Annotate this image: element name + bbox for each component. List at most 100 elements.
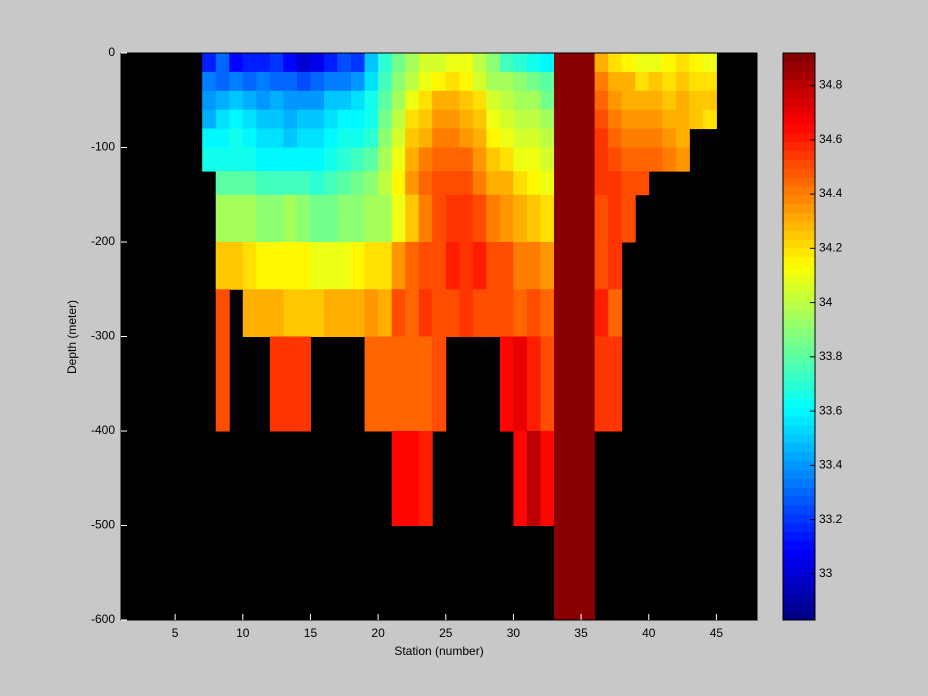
heatmap-cell [405, 431, 420, 526]
heatmap-cell [608, 147, 623, 172]
heatmap-cell [418, 128, 433, 148]
heatmap-cell [540, 109, 555, 130]
heatmap-cell [472, 90, 487, 111]
colorbar-band [783, 478, 815, 488]
heatmap-cell [323, 147, 339, 172]
colorbar-tick-label: 34.2 [819, 241, 843, 255]
heatmap-cell [229, 242, 244, 290]
heatmap-cell [635, 147, 650, 172]
heatmap-cell [675, 128, 690, 148]
heatmap-cell [323, 289, 339, 337]
heatmap-cell [418, 289, 433, 337]
heatmap-cell [351, 71, 366, 92]
colorbar-band [783, 460, 815, 470]
heatmap-cell [215, 147, 230, 172]
y-tick-label: -600 [91, 612, 115, 626]
colorbar-band [783, 531, 815, 541]
heatmap-cell [554, 431, 569, 526]
heatmap-cell [269, 336, 284, 432]
heatmap-cell [499, 242, 514, 290]
heatmap-cell [445, 289, 460, 337]
heatmap-cell [486, 242, 501, 290]
heatmap-cell [513, 242, 528, 290]
heatmap-cell [608, 242, 623, 290]
heatmap-cell [499, 128, 514, 148]
heatmap-cell [323, 128, 339, 148]
heatmap-cell [567, 336, 582, 432]
heatmap-cell [445, 171, 460, 196]
colorbar-band [783, 433, 815, 444]
heatmap-cell [540, 194, 555, 243]
heatmap-cell [391, 242, 406, 290]
heatmap-cell [296, 147, 311, 172]
heatmap-cell [513, 53, 528, 73]
heatmap-cell [418, 242, 433, 290]
heatmap-cell [337, 53, 352, 73]
heatmap-cell [459, 242, 474, 290]
colorbar-band [783, 239, 815, 249]
heatmap-cell [296, 171, 311, 196]
heatmap-cell [567, 194, 582, 243]
heatmap-cell [702, 71, 717, 92]
heatmap-cell [540, 431, 555, 526]
heatmap-cell [554, 147, 569, 172]
heatmap-cell [635, 109, 650, 130]
colorbar-band [783, 363, 815, 373]
heatmap-cell [445, 147, 460, 172]
heatmap-cell [472, 171, 487, 196]
heatmap-cell [554, 336, 569, 432]
heatmap-cell [418, 194, 433, 243]
heatmap-cell [499, 336, 514, 432]
heatmap-cell [675, 109, 690, 130]
colorbar-band [783, 53, 815, 63]
colorbar-band [783, 318, 815, 329]
heatmap-cell [256, 194, 271, 243]
heatmap-cell [323, 53, 339, 73]
heatmap-cell [215, 242, 230, 290]
heatmap-cell [378, 171, 393, 196]
colorbar-band [783, 487, 815, 497]
heatmap-cell [445, 194, 460, 243]
heatmap-cell [432, 171, 447, 196]
heatmap-cell [621, 71, 636, 92]
heatmap-cell [364, 289, 379, 337]
heatmap-cell [310, 242, 325, 290]
heatmap-cell [675, 53, 690, 73]
heatmap-cell [296, 242, 311, 290]
colorbar-band [783, 97, 815, 107]
heatmap-cell [364, 53, 379, 73]
heatmap-cell [432, 147, 447, 172]
colorbar-tick-label: 34.6 [819, 132, 843, 146]
heatmap-cell [648, 53, 663, 73]
heatmap-cell [432, 242, 447, 290]
colorbar-band [783, 469, 815, 479]
heatmap-cell [662, 128, 677, 148]
heatmap-cell [567, 128, 582, 148]
heatmap-cell [296, 194, 311, 243]
heatmap-cell [445, 53, 460, 73]
heatmap-cell [554, 90, 569, 111]
heatmap-cell [648, 71, 663, 92]
heatmap-cell [323, 194, 339, 243]
colorbar-band [783, 416, 815, 426]
heatmap-cell [486, 53, 501, 73]
heatmap-cell [364, 109, 379, 130]
heatmap-cell [202, 71, 217, 92]
colorbar-tick-label: 33.4 [819, 458, 843, 472]
heatmap-cell [594, 109, 609, 130]
colorbar-band [783, 398, 815, 408]
heatmap-cell [554, 194, 569, 243]
heatmap-cell [702, 90, 717, 111]
heatmap-cell [581, 289, 596, 337]
colorbar-band [783, 194, 815, 205]
heatmap-cell [472, 109, 487, 130]
heatmap-cell [229, 90, 244, 111]
x-axis-label: Station (number) [394, 644, 483, 658]
heatmap-cell [608, 336, 623, 432]
heatmap-cell [594, 90, 609, 111]
heatmap-cell [283, 128, 298, 148]
heatmap-cell [459, 109, 474, 130]
colorbar-frame [782, 52, 816, 621]
heatmap-cell [229, 194, 244, 243]
heatmap-cell [459, 53, 474, 73]
